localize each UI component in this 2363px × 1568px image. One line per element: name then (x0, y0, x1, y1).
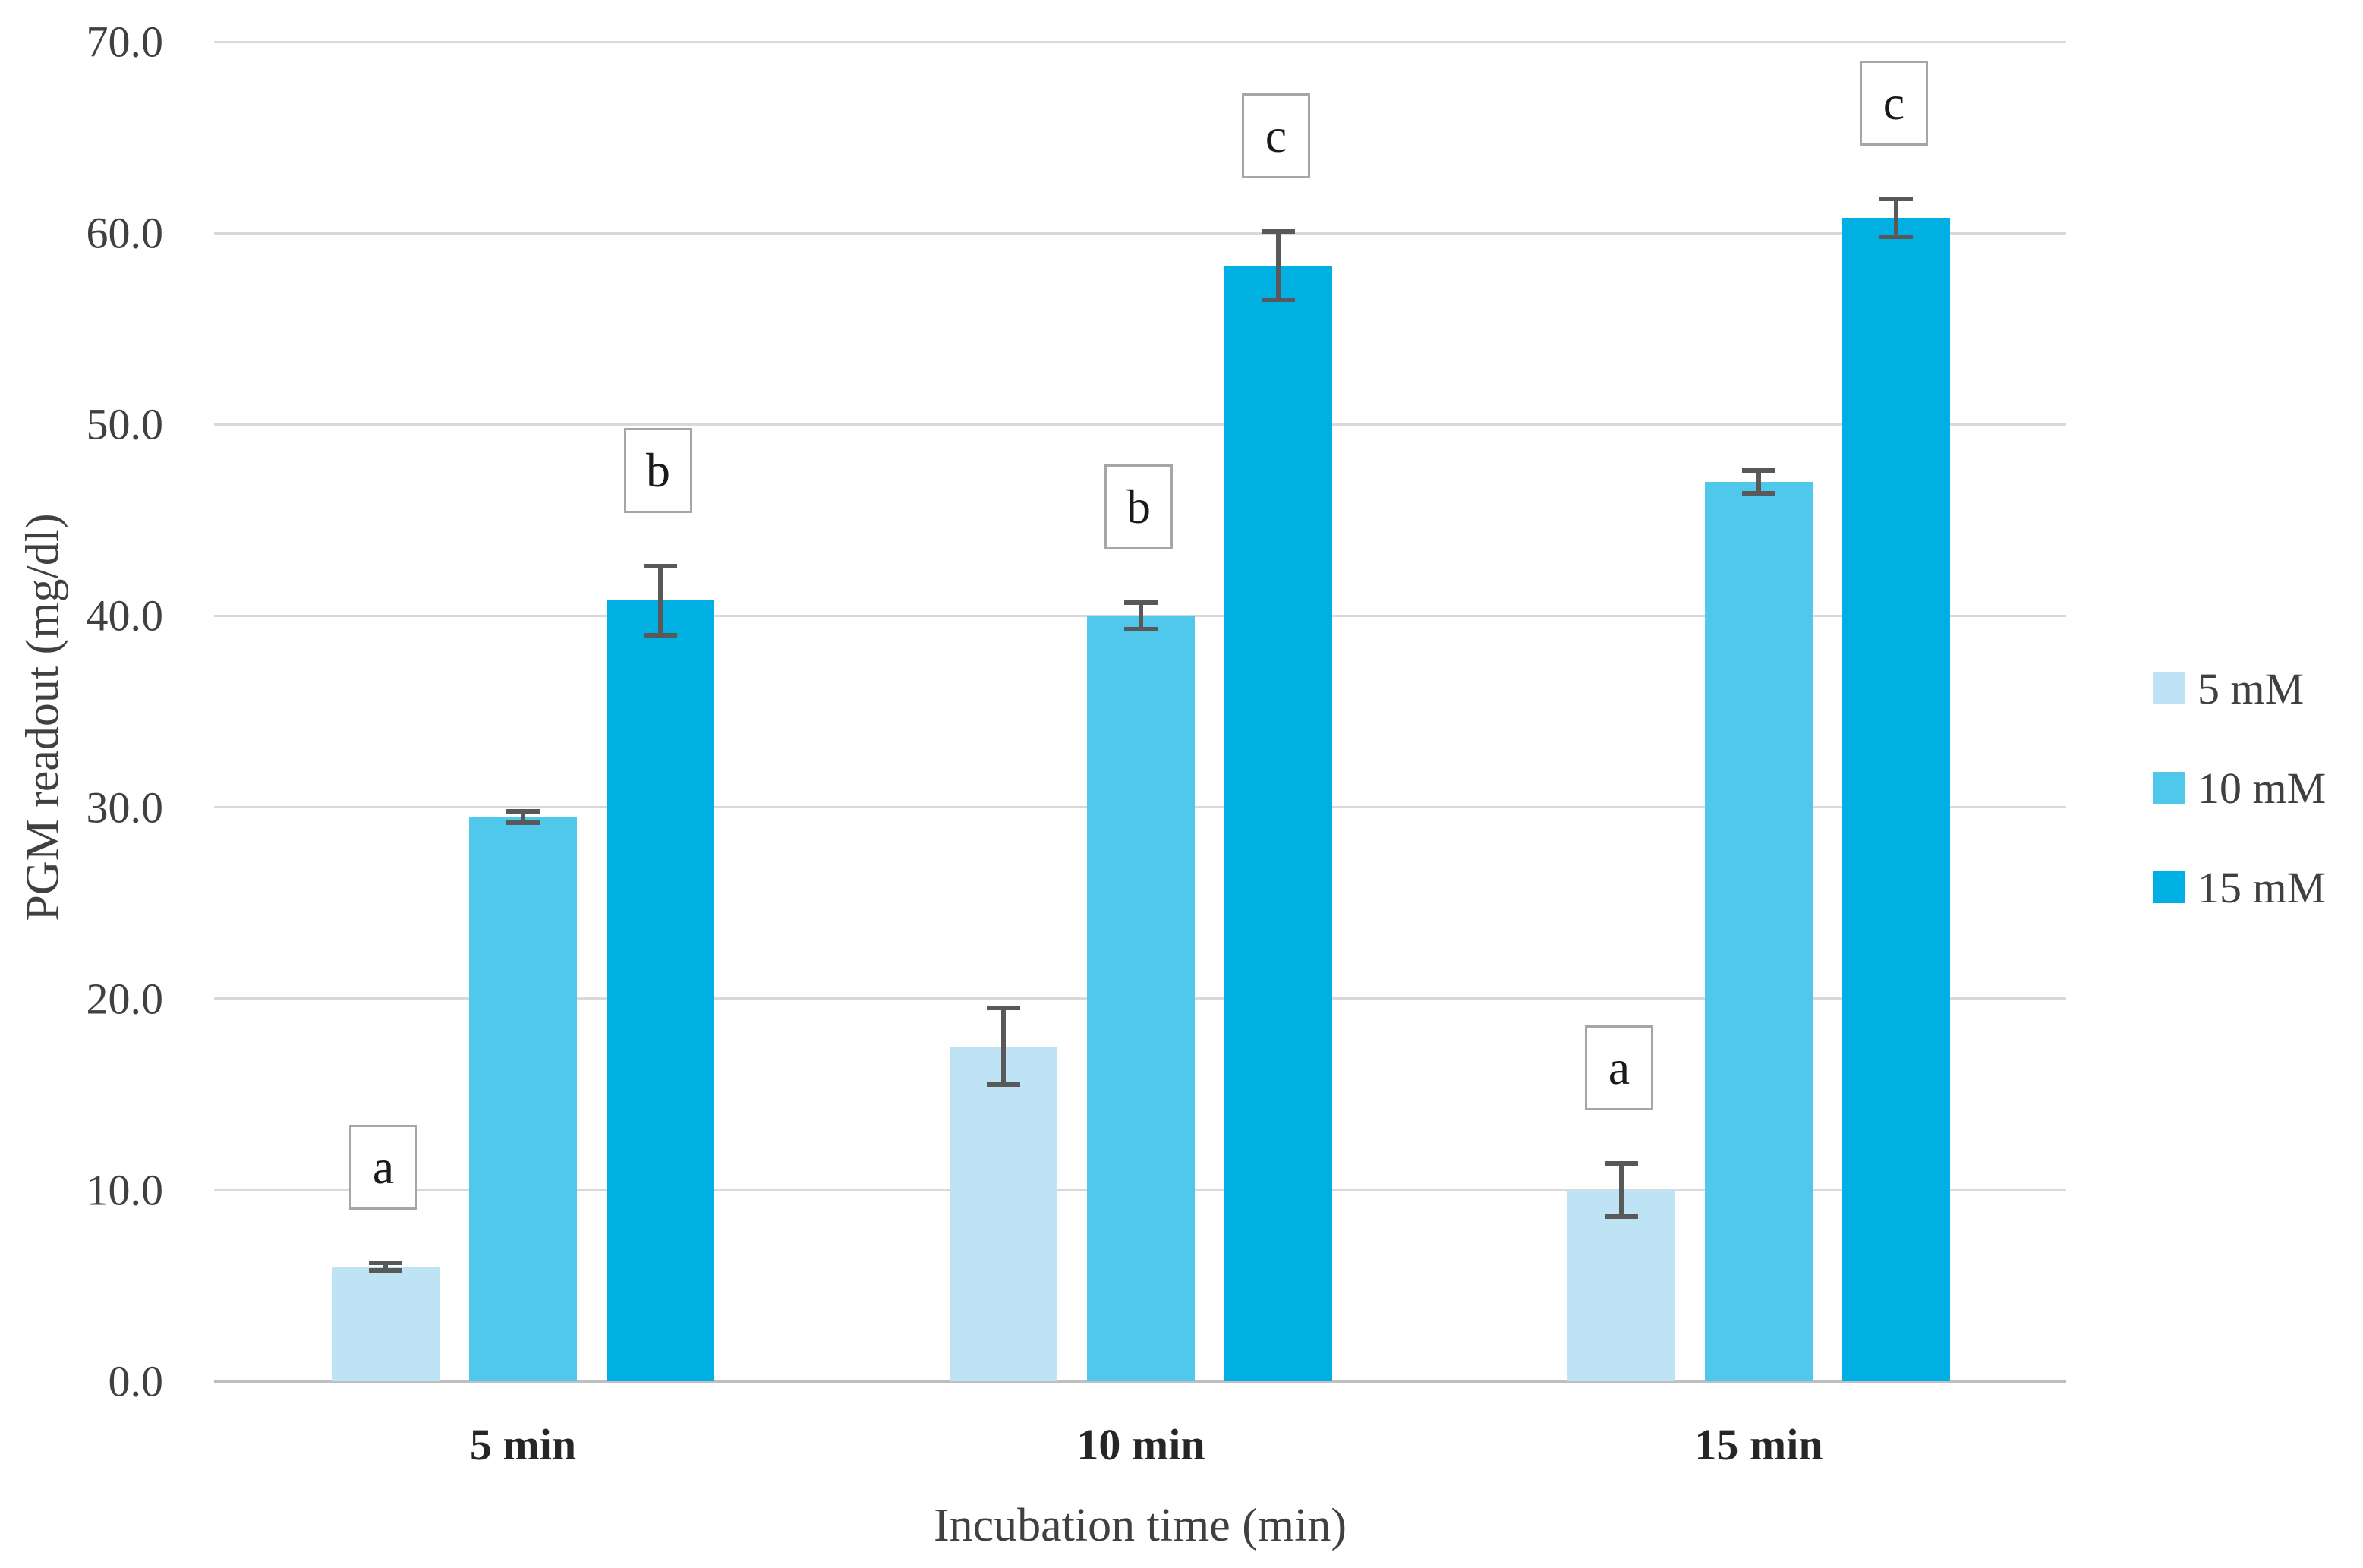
error-bar-cap (1605, 1160, 1638, 1166)
gridline (214, 231, 2066, 235)
error-bar (1139, 602, 1143, 630)
y-tick-label: 40.0 (86, 590, 164, 641)
error-bar (383, 1262, 388, 1270)
legend-label: 10 mM (2198, 763, 2327, 813)
legend-item: 5 mM (2153, 664, 2326, 713)
error-bar-cap (506, 808, 540, 814)
legend-item: 10 mM (2153, 764, 2326, 813)
legend-label: 5 mM (2198, 663, 2305, 713)
y-tick-label: 20.0 (86, 974, 164, 1024)
x-axis-title: Incubation time (min) (933, 1500, 1347, 1551)
error-bar-cap (1742, 468, 1775, 473)
error-bar-cap (644, 632, 677, 638)
error-bar-cap (1742, 491, 1775, 496)
error-bar (1276, 231, 1281, 301)
legend-swatch (2153, 772, 2185, 804)
bar-15mM-15min (1842, 217, 1950, 1381)
bar-15mM-10min (1224, 266, 1332, 1381)
error-bar-cap (987, 1006, 1020, 1011)
legend-label: 15 mM (2198, 862, 2327, 912)
y-tick-label: 30.0 (86, 782, 164, 833)
error-bar-cap (1605, 1214, 1638, 1220)
significance-letter-a: a (349, 1124, 417, 1210)
error-bar-cap (1262, 228, 1295, 234)
plot-area: a b b c a c (214, 40, 2066, 1383)
error-bar-cap (369, 1260, 402, 1265)
legend-item: 15 mM (2153, 863, 2326, 912)
significance-letter-b: b (624, 427, 692, 513)
error-bar-cap (987, 1082, 1020, 1088)
bar-15mM-5min (607, 600, 714, 1381)
gridline (214, 40, 2066, 43)
significance-letter-b: b (1104, 464, 1173, 549)
bar-10mM-15min (1705, 481, 1813, 1381)
error-bar-cap (1879, 196, 1913, 201)
error-bar (1894, 198, 1898, 238)
y-tick-label: 70.0 (86, 17, 164, 67)
legend-swatch (2153, 672, 2185, 704)
error-bar-cap (369, 1267, 402, 1273)
y-tick-label: 10.0 (86, 1165, 164, 1215)
y-axis-title: PGM readout (mg/dl) (17, 513, 69, 921)
error-bar-cap (1124, 627, 1158, 632)
bar-5mM-5min (332, 1266, 440, 1381)
x-category-label: 15 min (1694, 1420, 1823, 1469)
error-bar-cap (1262, 298, 1295, 303)
gridline (214, 423, 2066, 426)
bar-10mM-10min (1087, 616, 1195, 1381)
y-tick-label: 50.0 (86, 399, 164, 449)
error-bar (521, 811, 525, 823)
error-bar-cap (506, 820, 540, 825)
error-bar (1619, 1163, 1624, 1217)
error-bar-cap (644, 563, 677, 568)
significance-letter-c: c (1860, 60, 1928, 146)
y-tick-label: 60.0 (86, 208, 164, 258)
y-tick-label: 0.0 (108, 1356, 164, 1406)
bar-5mM-10min (950, 1046, 1057, 1381)
significance-letter-c: c (1242, 93, 1310, 178)
error-bar (1756, 470, 1761, 494)
error-bar-cap (1124, 600, 1158, 605)
legend: 5 mM 10 mM 15 mM (2153, 664, 2326, 971)
error-bar (658, 565, 663, 635)
error-bar-cap (1879, 235, 1913, 240)
error-bar (1001, 1008, 1006, 1085)
x-category-label: 5 min (469, 1420, 577, 1469)
bar-5mM-15min (1567, 1189, 1675, 1381)
x-category-label: 10 min (1076, 1420, 1205, 1469)
legend-swatch (2153, 871, 2185, 903)
significance-letter-a: a (1585, 1025, 1653, 1110)
bar-10mM-5min (469, 817, 577, 1381)
